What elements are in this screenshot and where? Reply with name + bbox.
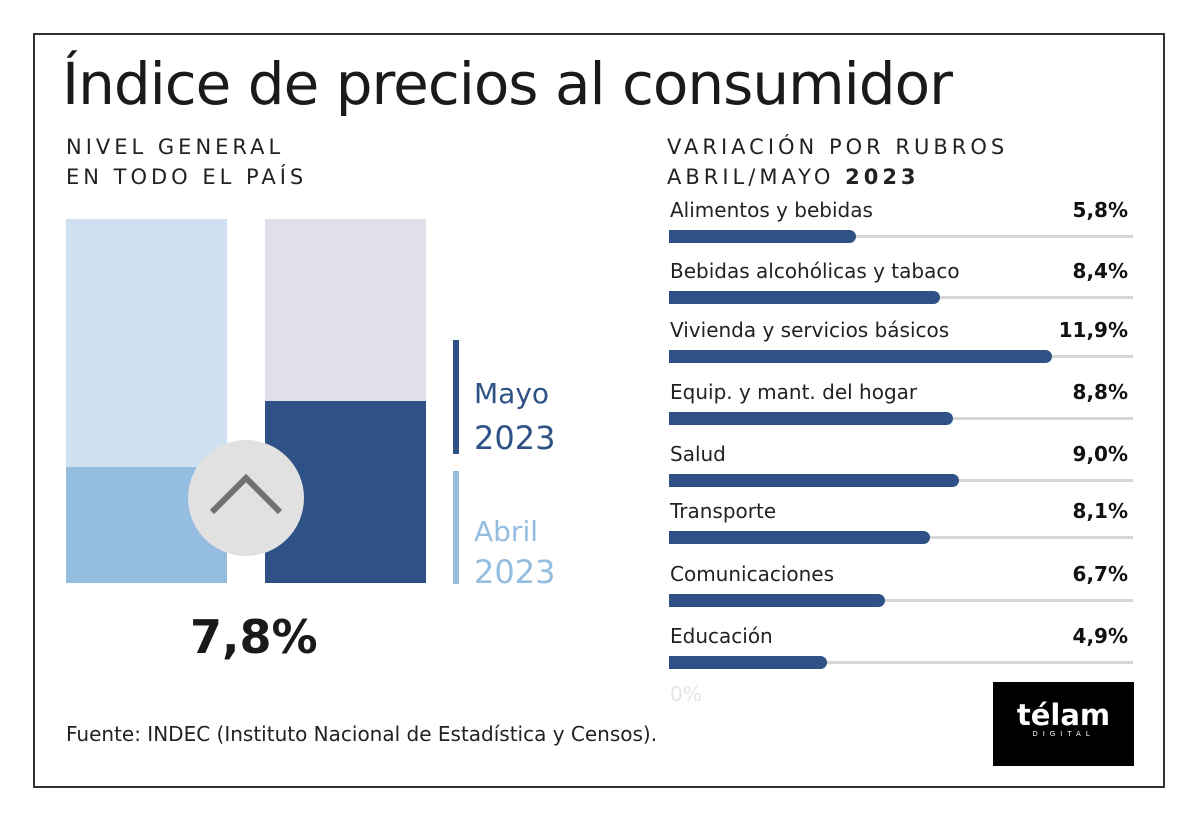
frame — [33, 33, 1165, 788]
right-subtitle: VARIACIÓN POR RUBROS ABRIL/MAYO 2023 — [667, 132, 1008, 192]
category-label: Bebidas alcohólicas y tabaco — [670, 259, 960, 283]
legend-abril-line — [453, 471, 459, 584]
category-value-label: 9,0% — [1072, 442, 1128, 466]
headline-value: 7,8% — [190, 610, 318, 664]
up-arrow-badge — [188, 440, 304, 556]
category-bar — [669, 412, 953, 425]
axis-zero-label: 0% — [670, 682, 702, 706]
left-subtitle: NIVEL GENERAL EN TODO EL PAÍS — [66, 132, 307, 192]
category-value-label: 11,9% — [1058, 318, 1128, 342]
legend-mayo-month: Mayo — [474, 377, 550, 410]
source-note: Fuente: INDEC (Instituto Nacional de Est… — [66, 722, 658, 746]
category-label: Educación — [670, 624, 773, 648]
category-label: Alimentos y bebidas — [670, 198, 873, 222]
category-value-label: 6,7% — [1072, 562, 1128, 586]
legend-mayo-year: 2023 — [474, 419, 556, 457]
legend-abril-year: 2023 — [474, 553, 556, 591]
right-subtitle-line1: VARIACIÓN POR RUBROS — [667, 135, 1009, 159]
category-value-label: 8,1% — [1072, 499, 1128, 523]
logo-wordmark: télam — [1016, 698, 1111, 732]
category-bar — [669, 230, 856, 243]
legend-abril-month: Abril — [474, 515, 538, 548]
category-label: Transporte — [670, 499, 777, 523]
category-label: Equip. y mant. del hogar — [670, 380, 918, 404]
telam-logo: télam DIGITAL — [993, 682, 1134, 766]
right-subtitle-prefix: ABRIL/MAYO — [667, 165, 835, 189]
page-title: Índice de precios al consumidor — [62, 50, 953, 118]
bar-track — [669, 599, 1133, 602]
category-bar — [669, 474, 959, 487]
category-bar — [669, 291, 940, 304]
right-subtitle-year: 2023 — [845, 165, 920, 189]
category-value-label: 8,4% — [1072, 259, 1128, 283]
legend-abril: Abril 2023 — [474, 514, 555, 590]
bar-track — [669, 235, 1133, 238]
category-label: Vivienda y servicios básicos — [670, 318, 950, 342]
category-value-label: 4,9% — [1072, 624, 1128, 648]
category-bar — [669, 656, 827, 669]
category-value-label: 5,8% — [1072, 198, 1128, 222]
logo-sub: DIGITAL — [1032, 730, 1095, 738]
left-subtitle-line2: EN TODO EL PAÍS — [66, 165, 308, 189]
category-label: Salud — [670, 442, 726, 466]
category-bar — [669, 594, 885, 607]
bar-track — [669, 661, 1133, 664]
category-value-label: 8,8% — [1072, 380, 1128, 404]
chevron-up-icon — [209, 473, 283, 515]
category-bar — [669, 350, 1053, 363]
category-label: Comunicaciones — [670, 562, 835, 586]
category-bar — [669, 531, 930, 544]
legend-mayo-line — [453, 340, 459, 454]
legend-mayo: Mayo 2023 — [474, 376, 555, 456]
left-subtitle-line1: NIVEL GENERAL — [66, 135, 285, 159]
bar-mayo — [265, 219, 426, 583]
